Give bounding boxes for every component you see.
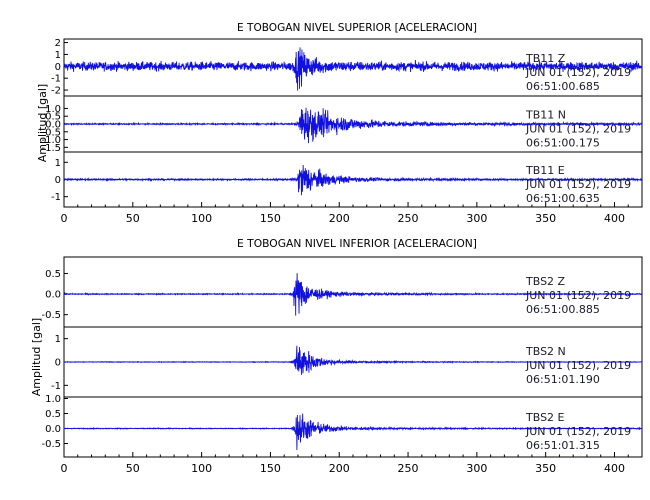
y-tick-label: -1 bbox=[51, 192, 61, 203]
y-tick-label: 1.0 bbox=[45, 394, 61, 405]
y-tick-label: 1 bbox=[55, 50, 61, 61]
chart-panel-2: E TOBOGAN NIVEL INFERIOR [ACELERACION] Am… bbox=[30, 237, 643, 475]
y-tick-label: 1 bbox=[55, 334, 61, 345]
chart-title: E TOBOGAN NIVEL INFERIOR [ACELERACION] bbox=[237, 237, 477, 250]
x-tick-label: 100 bbox=[191, 212, 212, 225]
y-tick-label: 0.0 bbox=[45, 120, 61, 131]
x-tick-label: 300 bbox=[466, 212, 487, 225]
station-component-label: TB11 Z bbox=[525, 52, 566, 65]
y-tick-label: 0.5 bbox=[45, 409, 61, 420]
chart-title: E TOBOGAN NIVEL SUPERIOR [ACELERACION] bbox=[237, 21, 477, 34]
x-tick-label: 50 bbox=[126, 462, 140, 475]
y-axis-label: Amplitud [gal] bbox=[30, 318, 43, 396]
record-time-label: 06:51:00.885 bbox=[526, 303, 600, 316]
x-tick-label: 50 bbox=[126, 212, 140, 225]
y-tick-label: 0.0 bbox=[45, 424, 61, 435]
x-tick-label: 350 bbox=[535, 212, 556, 225]
y-tick-label: 1.0 bbox=[45, 104, 61, 115]
trace-line-tb11-e bbox=[63, 164, 643, 196]
x-tick-label: 150 bbox=[260, 212, 281, 225]
x-tick-label: 100 bbox=[191, 462, 212, 475]
y-tick-label: -0.5 bbox=[41, 310, 61, 321]
x-tick-label: 200 bbox=[329, 462, 350, 475]
y-tick-label: 0 bbox=[55, 358, 61, 369]
x-tick-label: 250 bbox=[398, 462, 419, 475]
record-time-label: 06:51:00.175 bbox=[526, 136, 600, 149]
x-tick-label: 0 bbox=[61, 462, 68, 475]
x-tick-label: 300 bbox=[466, 462, 487, 475]
trace-line-tbs2-n bbox=[63, 345, 643, 375]
station-component-label: TBS2 Z bbox=[525, 275, 566, 288]
y-tick-label: -1.5 bbox=[41, 143, 61, 154]
x-tick-label: 400 bbox=[604, 212, 625, 225]
x-tick-label: 350 bbox=[535, 462, 556, 475]
record-date-label: JUN 01 (152), 2019 bbox=[525, 178, 631, 191]
station-component-label: TB11 N bbox=[525, 108, 566, 121]
record-date-label: JUN 01 (152), 2019 bbox=[525, 289, 631, 302]
x-tick-label: 400 bbox=[604, 462, 625, 475]
record-date-label: JUN 01 (152), 2019 bbox=[525, 359, 631, 372]
x-tick-label: 0 bbox=[61, 212, 68, 225]
y-tick-label: -0.5 bbox=[41, 439, 61, 450]
record-time-label: 06:51:00.635 bbox=[526, 192, 600, 205]
y-tick-label: 1 bbox=[55, 158, 61, 169]
y-tick-label: 0 bbox=[55, 62, 61, 73]
record-date-label: JUN 01 (152), 2019 bbox=[525, 122, 631, 135]
trace-line-tb11-z bbox=[63, 47, 643, 91]
y-tick-label: 0 bbox=[55, 175, 61, 186]
record-time-label: 06:51:00.685 bbox=[526, 80, 600, 93]
y-tick-label: 0.5 bbox=[45, 269, 61, 280]
x-tick-label: 150 bbox=[260, 462, 281, 475]
trace-line-tbs2-z bbox=[63, 273, 643, 316]
trace-line-tb11-n bbox=[63, 107, 643, 144]
y-tick-label: -1 bbox=[51, 381, 61, 392]
y-tick-label: 2 bbox=[55, 38, 61, 49]
chart-panel-1: E TOBOGAN NIVEL SUPERIOR [ACELERACION] Am… bbox=[36, 21, 643, 225]
y-tick-label: -1.0 bbox=[41, 135, 61, 146]
record-date-label: JUN 01 (152), 2019 bbox=[525, 66, 631, 79]
station-component-label: TB11 E bbox=[525, 164, 565, 177]
x-tick-label: 200 bbox=[329, 212, 350, 225]
y-tick-label: -2 bbox=[51, 86, 61, 97]
y-tick-label: -1 bbox=[51, 74, 61, 85]
y-tick-label: -0.5 bbox=[41, 127, 61, 138]
trace-line-tbs2-e bbox=[63, 413, 643, 450]
record-date-label: JUN 01 (152), 2019 bbox=[525, 425, 631, 438]
y-tick-label: 0.0 bbox=[45, 290, 61, 301]
x-tick-label: 250 bbox=[398, 212, 419, 225]
y-tick-label: 0.5 bbox=[45, 112, 61, 123]
record-time-label: 06:51:01.190 bbox=[526, 373, 600, 386]
y-axis-label: Amplitud [gal] bbox=[36, 84, 49, 162]
record-time-label: 06:51:01.315 bbox=[526, 439, 600, 452]
station-component-label: TBS2 N bbox=[525, 345, 566, 358]
station-component-label: TBS2 E bbox=[525, 411, 565, 424]
